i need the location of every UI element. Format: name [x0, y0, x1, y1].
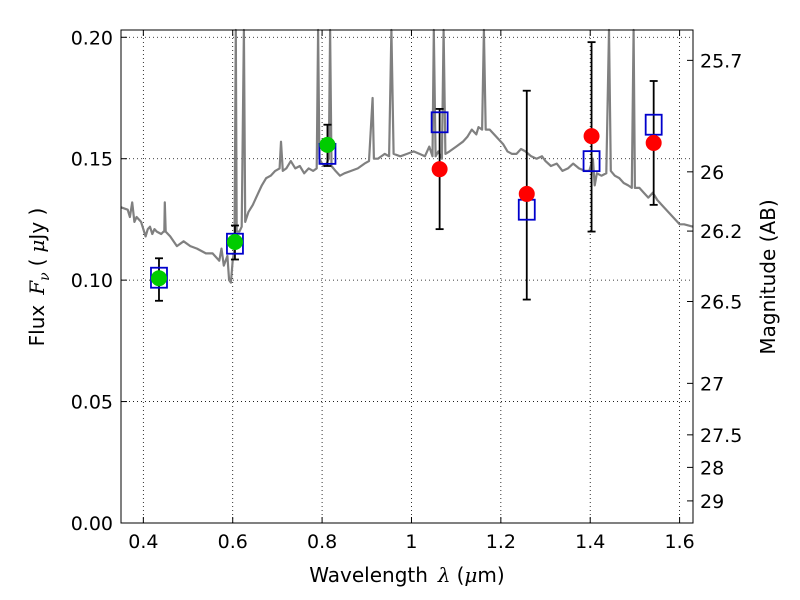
y-tick-label: 0.15 [71, 149, 113, 171]
observed-circle-marker [645, 134, 662, 151]
x-axis-label: Wavelength λ (μm) [309, 563, 504, 587]
y-tick-label: 0.05 [71, 392, 113, 414]
plot-frame [120, 29, 694, 524]
y2-axis-label: Magnitude (AB) [756, 199, 780, 354]
observed-circle-marker [583, 128, 600, 145]
plot-background [121, 30, 693, 523]
spectrum-layer [120, 28, 694, 284]
x-tick-label: 1.2 [486, 531, 516, 553]
observed-circle-marker [226, 234, 243, 251]
y2-tick-label: 26 [700, 162, 724, 184]
y2-tick-label: 27.5 [700, 425, 742, 447]
x-tick-label: 0.6 [218, 531, 248, 553]
spectrum-line [120, 28, 694, 284]
y2-tick-label: 28 [700, 457, 724, 479]
y2-tick-label: 25.7 [700, 50, 742, 72]
x-tick-label: 1.6 [664, 531, 694, 553]
y-tick-label: 0.20 [71, 27, 113, 49]
y2-tick-label: 26.2 [700, 221, 742, 243]
model-square-marker [430, 111, 449, 134]
model-square-marker [644, 113, 663, 136]
y2-tick-label: 27 [700, 373, 724, 395]
model-square-marker [582, 150, 601, 173]
observed-circle-marker [518, 185, 535, 202]
observed-circle-marker [431, 161, 448, 178]
y-tick-label: 0.00 [71, 513, 113, 535]
x-tick-label: 0.8 [307, 531, 337, 553]
y-axis-label: FluxFν(μJy ) [25, 208, 53, 347]
y-tick-label: 0.10 [71, 270, 113, 292]
x-tick-label: 1.4 [575, 531, 605, 553]
observed-circle-marker [150, 270, 167, 287]
y2-tick-label: 29 [700, 491, 724, 513]
x-tick-label: 1 [405, 531, 417, 553]
y2-tick-label: 26.5 [700, 292, 742, 314]
circle-markers [150, 128, 662, 287]
model-square-marker [226, 232, 244, 255]
observed-circle-marker [319, 136, 336, 153]
axis-ticks: 0.4 0.6 0.8 1 1.2 1.4 1.6 0.00 0.05 0.10 0.15 0.20 2… [71, 27, 743, 553]
x-tick-label: 0.4 [128, 531, 158, 553]
model-square-marker [150, 266, 168, 289]
